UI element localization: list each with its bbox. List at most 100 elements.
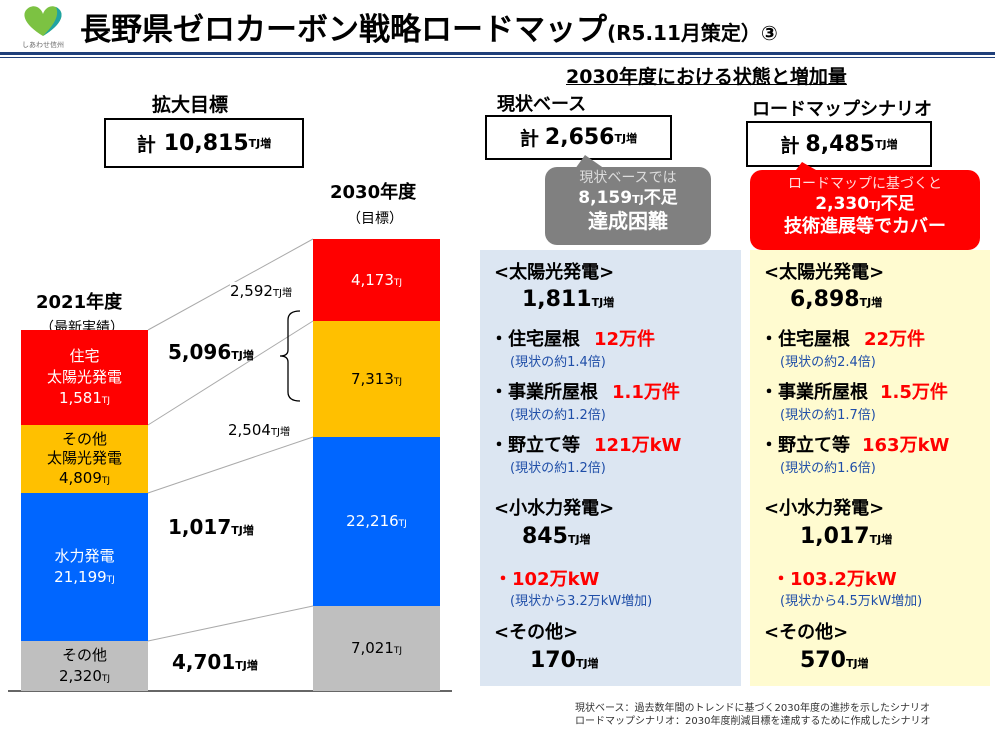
seg-unit: TJ bbox=[393, 376, 403, 387]
item-business: ・事業所屋根 1.5万件 bbox=[760, 378, 948, 404]
value: 1,017 bbox=[800, 524, 870, 549]
unit: TJ増 bbox=[845, 657, 869, 670]
item-amount: 22万件 bbox=[864, 329, 926, 350]
hydro-heading: <小水力発電> bbox=[494, 498, 615, 519]
title-suffix: (R5.11月策定）③ bbox=[607, 21, 778, 45]
total-value: 2,656 bbox=[544, 125, 615, 150]
roadmap-callout: ロードマップに基づくと 2,330TJ不足 技術進展等でカバー bbox=[750, 170, 980, 250]
target-label: 拡大目標 bbox=[152, 94, 229, 116]
callout-value: 2,330 bbox=[815, 194, 870, 215]
total-unit: TJ増 bbox=[614, 131, 638, 145]
inc-value: 1,017 bbox=[168, 515, 232, 539]
inc-unit: TJ増 bbox=[231, 524, 254, 537]
seg-value: 4,809 bbox=[58, 468, 102, 487]
increase-other-solar: 2,504TJ増 bbox=[228, 421, 291, 439]
callout-unit: TJ bbox=[632, 192, 644, 206]
other-value: 570TJ増 bbox=[800, 648, 869, 673]
callout-line1: ロードマップに基づくと bbox=[788, 176, 942, 192]
unit: TJ増 bbox=[567, 533, 591, 546]
seg-value: 7,313 bbox=[350, 369, 394, 388]
item-residential: ・住宅屋根 22万件 bbox=[760, 325, 925, 351]
solar-value: 1,811TJ増 bbox=[522, 287, 614, 312]
footnote-current: 現状ベース：過去数年間のトレンドに基づく2030年度の進捗を示したシナリオ bbox=[575, 703, 930, 714]
year-2030-sub: （目標） bbox=[347, 211, 403, 227]
item-note: (現状の約1.7倍) bbox=[780, 408, 876, 423]
seg-unit: TJ bbox=[398, 519, 407, 529]
section-title: 2030年度における状態と増加量 bbox=[566, 66, 847, 88]
item-amount: 1.5万件 bbox=[880, 382, 948, 403]
hydro-amount: ・102万kW bbox=[494, 569, 600, 590]
item-note: (現状の約1.2倍) bbox=[510, 408, 606, 423]
value: 170 bbox=[530, 648, 576, 673]
seg-value: 4,173 bbox=[350, 270, 394, 289]
item-note: (現状の約2.4倍) bbox=[780, 355, 876, 370]
seg-value: 22,216 bbox=[346, 512, 399, 530]
brace-icon bbox=[279, 310, 301, 402]
item-label: ・住宅屋根 bbox=[490, 329, 580, 350]
page-title: 長野県ゼロカーボン戦略ロードマップ(R5.11月策定）③ bbox=[80, 4, 778, 49]
item-note: (現状の約1.2倍) bbox=[510, 461, 606, 476]
inc-unit: TJ増 bbox=[235, 659, 258, 672]
footnote-roadmap: ロードマップシナリオ：2030年度削減目標を達成するために作成したシナリオ bbox=[575, 716, 931, 727]
seg-label: 住宅 bbox=[69, 347, 100, 365]
unit: TJ増 bbox=[869, 533, 893, 546]
bar-2021-residential-solar: 住宅 太陽光発電 1,581TJ bbox=[21, 330, 148, 425]
value: 570 bbox=[800, 648, 846, 673]
solar-heading: <太陽光発電> bbox=[764, 262, 885, 283]
value: 6,898 bbox=[790, 287, 860, 312]
title-main: 長野県ゼロカーボン戦略ロードマップ bbox=[80, 12, 607, 48]
seg-label: 水力発電 bbox=[54, 547, 115, 565]
hydro-value: 1,017TJ増 bbox=[800, 524, 892, 549]
seg-label2: 太陽光発電 bbox=[46, 368, 122, 386]
bar-2030-residential-solar: 4,173TJ bbox=[313, 239, 440, 321]
item-ground: ・野立て等 163万kW bbox=[760, 431, 949, 457]
other-value: 170TJ増 bbox=[530, 648, 599, 673]
item-amount: 121万kW bbox=[594, 435, 682, 456]
item-residential: ・住宅屋根 12万件 bbox=[490, 325, 655, 351]
inc-value: 5,096 bbox=[168, 340, 232, 364]
hydro-heading: <小水力発電> bbox=[764, 498, 885, 519]
bar-2030-other: 7,021TJ bbox=[313, 606, 440, 691]
other-heading: <その他> bbox=[764, 622, 849, 643]
seg-value: 21,199 bbox=[54, 568, 107, 586]
hydro-value: 845TJ増 bbox=[522, 524, 591, 549]
callout-suffix: 不足 bbox=[643, 187, 678, 208]
current-label: 現状ベース bbox=[497, 94, 587, 115]
increase-solar-total: 5,096TJ増 bbox=[168, 340, 254, 364]
seg-unit: TJ bbox=[106, 575, 115, 585]
hydro-note: (現状から3.2万kW増加) bbox=[510, 594, 653, 609]
year-2030-label: 2030年度 bbox=[330, 182, 417, 203]
seg-unit: TJ bbox=[393, 277, 403, 288]
seg-unit: TJ bbox=[393, 646, 403, 656]
seg-label: その他 bbox=[61, 646, 107, 664]
increase-hydro: 1,017TJ増 bbox=[168, 515, 254, 539]
roadmap-total-box: 計 8,485 TJ増 bbox=[746, 121, 932, 167]
current-panel: <太陽光発電> 1,811TJ増 ・住宅屋根 12万件 (現状の約1.4倍) ・事… bbox=[480, 250, 741, 686]
callout-line3: 技術進展等でカバー bbox=[784, 216, 946, 238]
callout-pointer bbox=[575, 155, 605, 169]
inc-unit: TJ増 bbox=[272, 288, 293, 299]
inc-value: 2,592 bbox=[230, 282, 273, 300]
callout-line3: 達成困難 bbox=[588, 208, 668, 233]
target-total-box: 計 10,815 TJ増 bbox=[104, 118, 304, 168]
header-divider bbox=[0, 52, 995, 58]
solar-value: 6,898TJ増 bbox=[790, 287, 882, 312]
increase-residential-solar: 2,592TJ増 bbox=[230, 282, 293, 300]
logo: しあわせ信州 bbox=[18, 4, 68, 50]
item-business: ・事業所屋根 1.1万件 bbox=[490, 378, 680, 404]
total-unit: TJ増 bbox=[248, 137, 272, 150]
item-note: (現状の約1.4倍) bbox=[510, 355, 606, 370]
seg-unit: TJ bbox=[101, 475, 111, 486]
total-value: 10,815 bbox=[163, 130, 249, 156]
item-label: ・事業所屋根 bbox=[490, 382, 598, 403]
unit: TJ増 bbox=[575, 657, 599, 670]
item-label: ・事業所屋根 bbox=[760, 382, 868, 403]
item-label: ・野立て等 bbox=[760, 435, 850, 456]
hydro-note: (現状から4.5万kW増加) bbox=[780, 594, 923, 609]
value: 1,811 bbox=[522, 287, 592, 312]
callout-unit: TJ bbox=[869, 199, 881, 213]
bar-2021-hydro: 水力発電 21,199TJ bbox=[21, 493, 148, 641]
total-unit: TJ増 bbox=[875, 138, 898, 151]
item-label: ・野立て等 bbox=[490, 435, 580, 456]
logo-text: しあわせ信州 bbox=[22, 41, 64, 49]
